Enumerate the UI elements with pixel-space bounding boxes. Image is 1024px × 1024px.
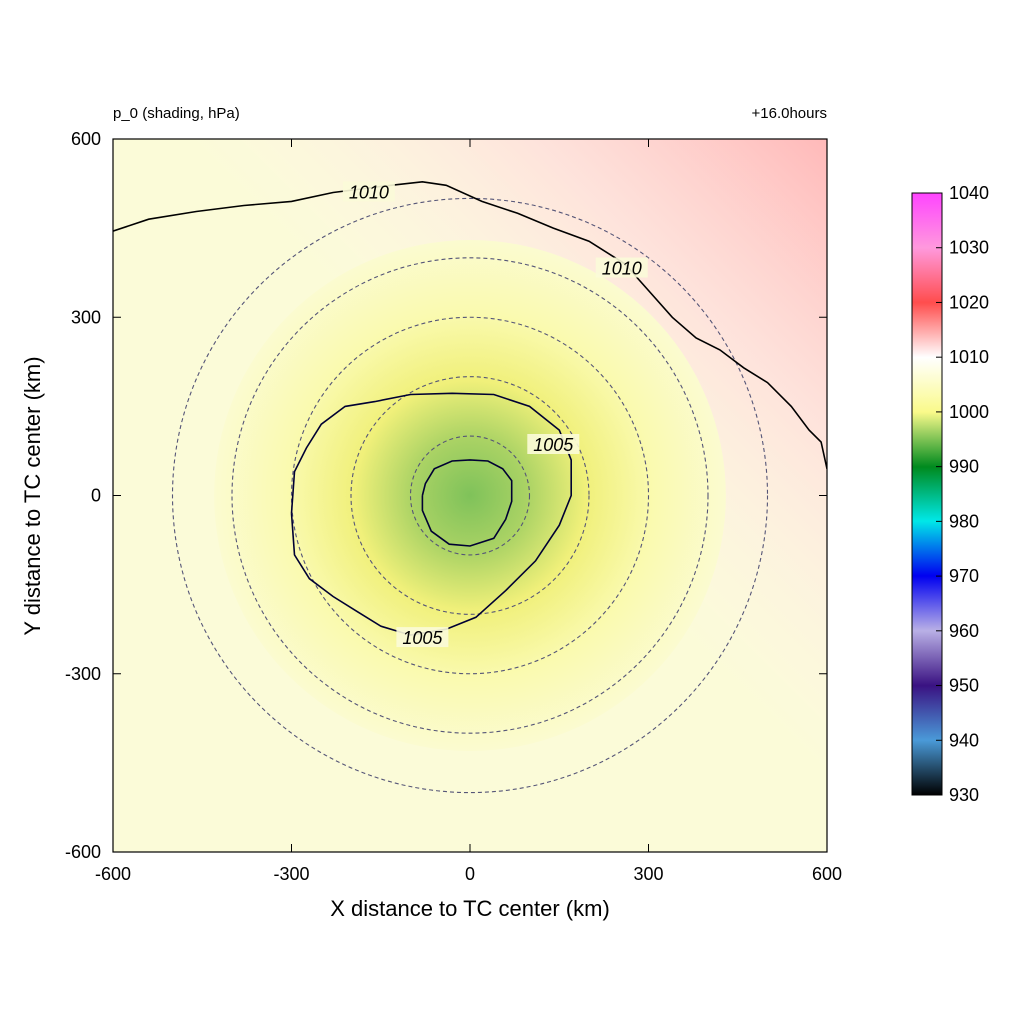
range-ring [350,376,590,615]
colorbar-tick-label: 980 [949,511,979,531]
colorbar-tick-label: 930 [949,785,979,805]
colorbar-tick-label: 960 [949,621,979,641]
y-tick-label: -300 [65,664,101,684]
y-tick-label: -600 [65,842,101,862]
x-tick-label: 600 [812,864,842,884]
contour-label: 1010 [602,259,642,279]
y-tick-label: 0 [91,486,101,506]
colorbar-tick-label: 1040 [949,183,989,203]
range-ring [409,435,531,556]
x-tick-label: -600 [95,864,131,884]
colorbar-tick-label: 1000 [949,402,989,422]
colorbar-tick-label: 1030 [949,238,989,258]
contour-label: 1010 [349,182,389,202]
colorbar-tick-label: 940 [949,730,979,750]
contours: 1005 1005 1010 1010 [113,180,827,648]
y-axis: -600 -300 0 300 600 [65,129,827,862]
colorbar-tick-label: 970 [949,566,979,586]
field-low-pressure-shading [214,240,726,751]
x-tick-label: -300 [273,864,309,884]
range-ring [290,316,650,675]
contour-line [421,459,513,547]
plot-area: 1005 1005 1010 1010 [113,139,827,852]
contour-label-bg [527,433,580,454]
x-axis: -600 -300 0 300 600 [95,139,842,884]
colorbar-tick-label: 950 [949,676,979,696]
colorbar-tick-label: 1010 [949,347,989,367]
contour-label: 1005 [533,435,574,455]
y-tick-label: 300 [71,307,101,327]
colorbar-fill [911,192,943,796]
contour-line [290,392,572,636]
contour-label: 1005 [402,628,443,648]
range-ring [231,257,709,734]
contour-line [113,180,827,469]
x-tick-label: 300 [633,864,663,884]
chart-title-left: p_0 (shading, hPa) [113,105,240,122]
colorbar-tick-label: 990 [949,457,979,477]
contour-label-bg [595,257,648,278]
colorbar: 930 940 950 960 970 980 990 1000 1010 1020 1030 104… [911,183,989,805]
y-axis-label: Y distance to TC center (km) [20,356,45,635]
y-tick-label: 600 [71,129,101,149]
x-axis-label: X distance to TC center (km) [330,896,610,921]
contour-label-bg [342,181,395,202]
range-rings [171,197,769,794]
chart-title-right: +16.0hours [752,105,827,122]
x-tick-label: 0 [465,864,475,884]
contour-label-bg [396,627,449,648]
range-ring [171,197,769,794]
colorbar-tick-label: 1020 [949,292,989,312]
